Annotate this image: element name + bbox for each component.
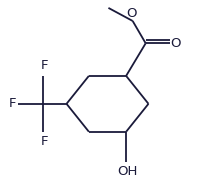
Text: O: O (126, 7, 137, 20)
Text: O: O (170, 37, 180, 50)
Text: F: F (9, 97, 16, 110)
Text: F: F (40, 59, 48, 72)
Text: F: F (40, 136, 48, 149)
Text: OH: OH (117, 165, 137, 178)
